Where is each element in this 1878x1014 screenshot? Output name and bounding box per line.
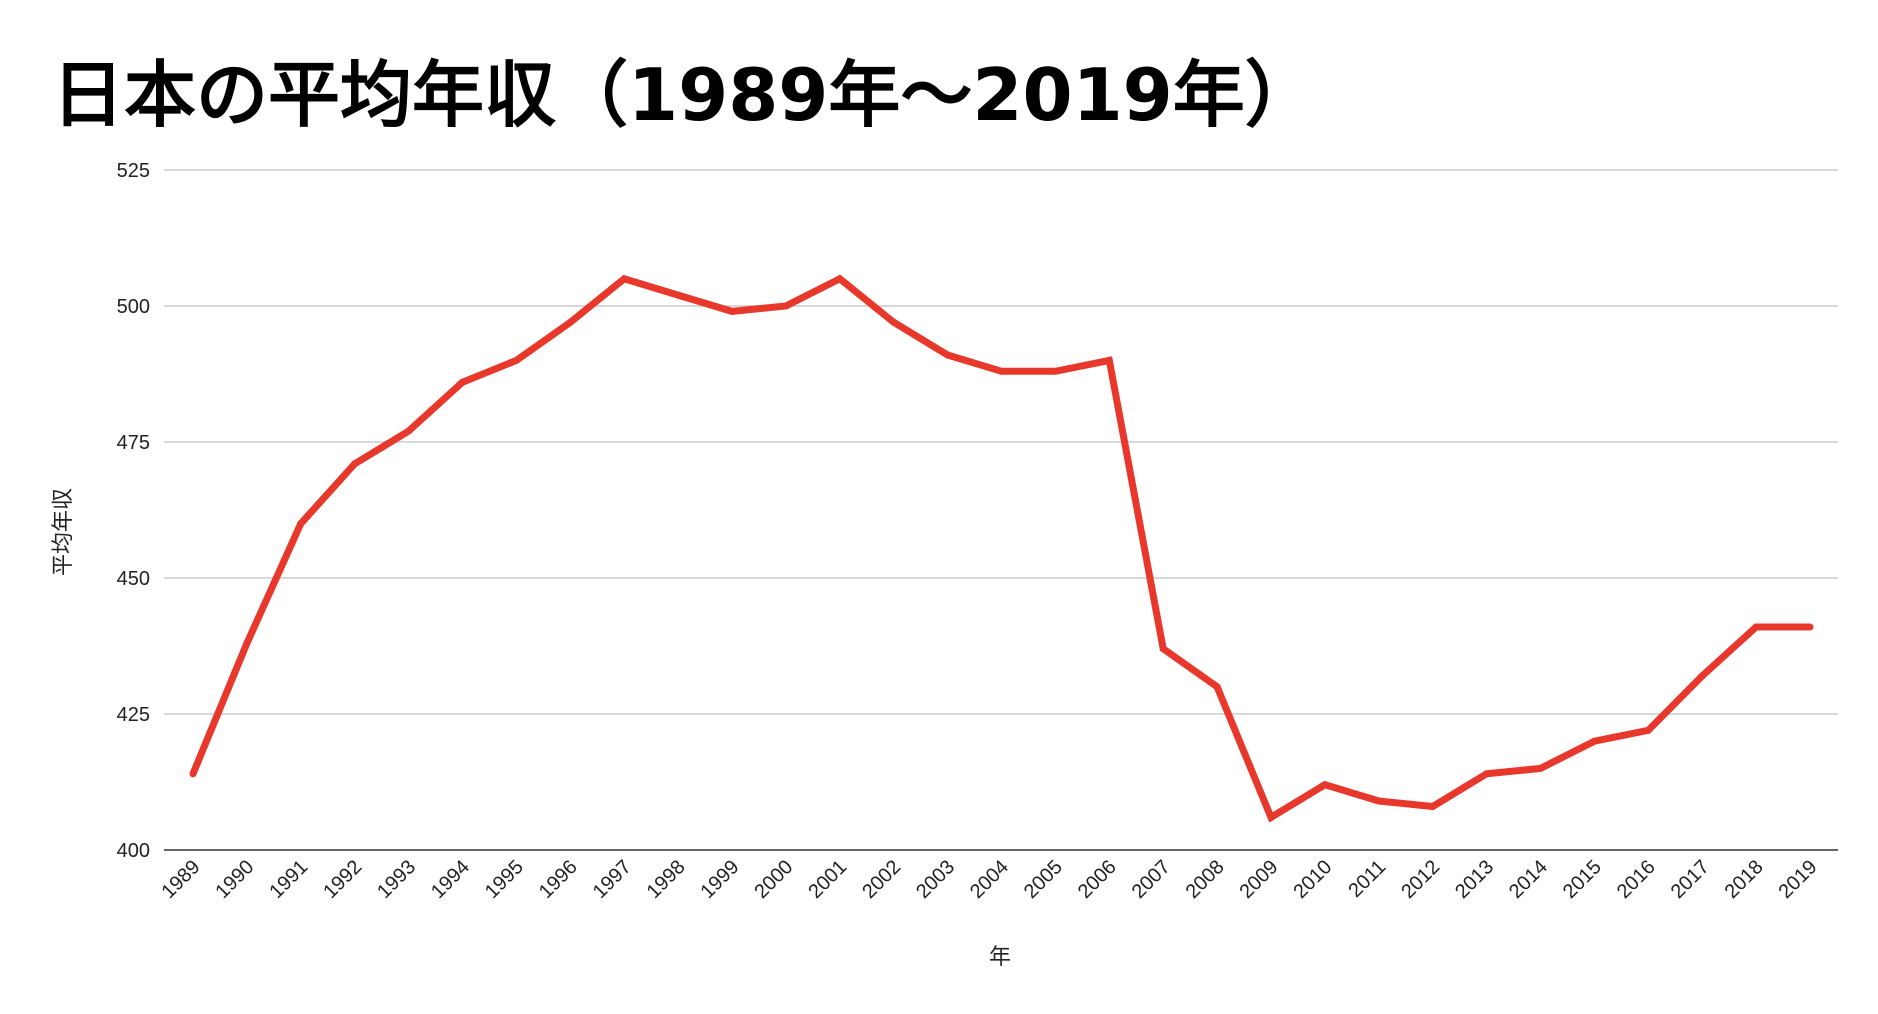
x-tick-label: 2016: [1613, 856, 1660, 903]
x-tick-label: 2018: [1721, 856, 1768, 903]
data-point: [674, 291, 682, 299]
x-tick-label: 2009: [1236, 856, 1283, 903]
x-tick-label: 1990: [211, 856, 258, 903]
data-point: [1537, 764, 1544, 772]
x-tick-label: 2008: [1182, 856, 1229, 903]
data-point: [1429, 802, 1437, 810]
x-tick-label: 1999: [697, 856, 744, 903]
data-point: [351, 460, 359, 468]
x-axis-title: 年: [989, 945, 1011, 970]
x-tick-label: 2014: [1505, 856, 1552, 903]
data-point: [890, 318, 898, 326]
x-tick-label: 2005: [1020, 856, 1067, 903]
data-point: [620, 275, 628, 283]
data-point: [728, 307, 736, 315]
data-point: [243, 639, 251, 647]
y-tick-label: 475: [117, 432, 150, 454]
x-tick-label: 2007: [1128, 856, 1175, 903]
data-point: [1590, 737, 1598, 745]
x-tick-label: 2001: [804, 856, 851, 903]
x-tick-label: 1998: [643, 856, 690, 903]
y-tick-labels: 400 425 450 475 500 525: [117, 160, 150, 862]
data-point: [1644, 726, 1652, 734]
x-tick-label: 2017: [1667, 856, 1714, 903]
data-point: [1752, 623, 1760, 631]
x-tick-label: 1989: [158, 856, 205, 903]
x-tick-label: 2013: [1451, 856, 1498, 903]
x-tick-label: 2010: [1289, 856, 1336, 903]
x-tick-label: 1992: [319, 856, 366, 903]
data-point: [189, 770, 197, 778]
x-tick-label: 2019: [1775, 856, 1822, 903]
x-tick-label: 2004: [966, 856, 1013, 903]
data-point: [566, 318, 574, 326]
data-point: [405, 427, 413, 435]
y-tick-label: 525: [117, 160, 150, 182]
data-point: [944, 351, 952, 359]
y-tick-label: 400: [117, 840, 150, 862]
y-axis-title: 平均年収: [51, 488, 76, 576]
series-line: [189, 274, 1810, 823]
y-tick-label: 500: [117, 296, 150, 318]
y-tick-label: 450: [117, 568, 150, 590]
x-tick-label: 2000: [750, 856, 797, 903]
chart-title: 日本の平均年収（1989年～2019年）: [52, 53, 1317, 137]
data-point: [998, 367, 1005, 375]
y-tick-label: 425: [117, 704, 150, 726]
x-tick-label: 2015: [1559, 856, 1606, 903]
x-tick-label: 2002: [858, 856, 905, 903]
x-tick-label: 2006: [1074, 856, 1121, 903]
x-tick-label: 1997: [589, 856, 636, 903]
data-point: [782, 302, 790, 310]
series-lines: [189, 274, 1814, 823]
data-point: [1267, 813, 1275, 821]
data-point: [1159, 645, 1167, 653]
x-tick-label: 2003: [912, 856, 959, 903]
data-point: [1105, 356, 1113, 364]
data-point: [1375, 797, 1383, 805]
data-point: [1806, 623, 1814, 631]
x-tick-label: 2012: [1397, 856, 1444, 903]
data-point: [1213, 683, 1221, 691]
x-tick-labels: 1989 1990 1991 1992 1993 1994 1995 1996 1997 1998…: [158, 856, 1822, 903]
data-point: [1483, 770, 1491, 778]
x-tick-label: 1996: [535, 856, 582, 903]
x-tick-label: 1991: [265, 856, 312, 903]
data-point: [512, 356, 520, 364]
x-tick-label: 1994: [427, 856, 474, 903]
x-tick-label: 1995: [481, 856, 528, 903]
data-point: [836, 275, 844, 283]
x-tick-label: 1993: [373, 856, 420, 903]
gridlines: [164, 169, 1838, 851]
data-point: [1321, 781, 1329, 789]
data-point: [1051, 367, 1059, 375]
x-tick-label: 2011: [1344, 856, 1390, 902]
data-point: [459, 378, 466, 386]
data-point: [297, 520, 305, 528]
data-point: [1698, 672, 1706, 680]
